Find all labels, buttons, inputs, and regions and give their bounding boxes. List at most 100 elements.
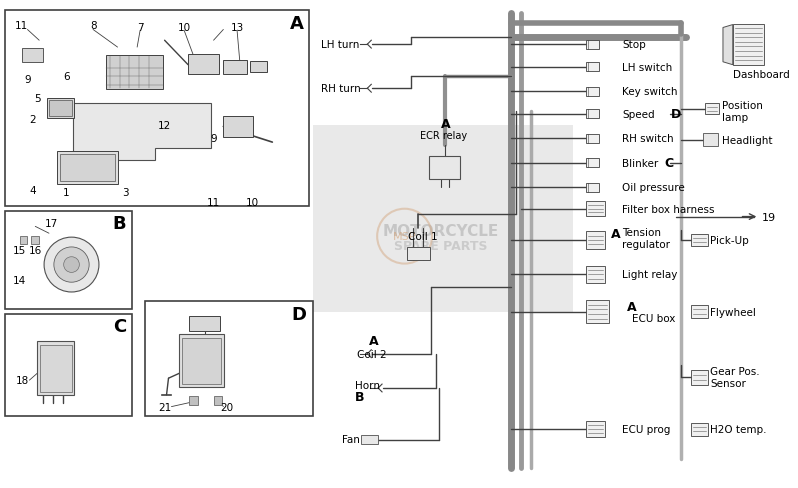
Bar <box>406 247 430 260</box>
Text: Key switch: Key switch <box>622 87 678 97</box>
Text: ECR relay: ECR relay <box>421 131 468 141</box>
Bar <box>586 183 598 192</box>
Bar <box>145 301 314 417</box>
Bar <box>49 101 73 117</box>
Bar <box>586 422 606 437</box>
Text: B: B <box>113 215 126 233</box>
Bar <box>180 334 224 387</box>
Circle shape <box>44 238 99 292</box>
Text: 9: 9 <box>24 75 31 85</box>
Text: H2O temp.: H2O temp. <box>710 424 767 434</box>
Text: A: A <box>627 301 637 314</box>
Bar <box>223 117 253 138</box>
Bar <box>40 345 72 392</box>
Text: 15: 15 <box>13 245 26 255</box>
Bar <box>214 396 223 405</box>
Text: A: A <box>290 15 304 33</box>
Bar <box>20 237 27 244</box>
Text: D: D <box>291 305 306 323</box>
Bar <box>31 237 39 244</box>
Text: 12: 12 <box>158 121 172 131</box>
Bar <box>60 155 115 182</box>
Bar <box>703 134 718 147</box>
Text: Light relay: Light relay <box>622 270 678 280</box>
Text: 8: 8 <box>89 20 97 30</box>
Text: 6: 6 <box>63 72 70 82</box>
Text: Blinker: Blinker <box>622 158 658 168</box>
Bar <box>189 316 220 331</box>
Text: 14: 14 <box>13 276 26 285</box>
Text: C: C <box>665 157 674 170</box>
Text: Horn: Horn <box>355 380 380 390</box>
Polygon shape <box>73 104 211 161</box>
Text: Pick-Up: Pick-Up <box>710 236 749 245</box>
Bar <box>250 61 267 72</box>
Text: Filter box harness: Filter box harness <box>622 204 714 214</box>
Circle shape <box>54 247 89 283</box>
Text: LH switch: LH switch <box>622 62 673 73</box>
Text: 4: 4 <box>29 186 36 196</box>
Text: 1: 1 <box>63 188 70 198</box>
Bar <box>733 24 764 65</box>
Text: 10: 10 <box>246 198 259 207</box>
Text: Speed: Speed <box>622 109 654 120</box>
Text: 11: 11 <box>15 20 28 30</box>
Text: MOTORCYCLE: MOTORCYCLE <box>383 224 499 238</box>
Bar <box>361 435 378 444</box>
Text: 18: 18 <box>16 375 30 386</box>
Bar <box>586 110 598 119</box>
Text: Position
lamp: Position lamp <box>722 101 763 122</box>
Text: 13: 13 <box>231 23 243 33</box>
Bar <box>586 87 598 96</box>
Text: 17: 17 <box>45 219 58 229</box>
Text: 20: 20 <box>221 402 234 412</box>
Text: RH turn: RH turn <box>322 84 361 94</box>
Bar <box>586 41 598 49</box>
Text: 16: 16 <box>29 245 41 255</box>
Text: Dashboard: Dashboard <box>733 69 789 80</box>
Text: 7: 7 <box>136 22 144 32</box>
Text: 21: 21 <box>158 402 172 412</box>
Text: Gear Pos.
Sensor: Gear Pos. Sensor <box>710 366 760 388</box>
Polygon shape <box>723 25 733 65</box>
Bar <box>586 300 610 324</box>
Text: Tension
regulator: Tension regulator <box>622 228 670 249</box>
Bar <box>690 370 709 385</box>
Text: 9: 9 <box>210 134 217 144</box>
Text: LH turn: LH turn <box>322 40 360 50</box>
Text: Flywheel: Flywheel <box>710 307 757 317</box>
Text: Stop: Stop <box>622 40 646 50</box>
Bar <box>182 338 221 384</box>
Text: C: C <box>113 318 126 336</box>
Bar <box>188 55 219 74</box>
Text: Headlight: Headlight <box>722 136 772 146</box>
Bar <box>57 152 117 185</box>
Bar <box>705 104 719 115</box>
Bar <box>586 202 606 217</box>
Bar <box>38 341 74 395</box>
Text: Fan: Fan <box>342 434 360 444</box>
Text: D: D <box>671 108 681 121</box>
Circle shape <box>64 257 79 273</box>
Bar <box>586 159 598 168</box>
Text: A: A <box>369 335 379 348</box>
Text: 10: 10 <box>178 23 191 33</box>
Bar <box>690 423 709 436</box>
Text: 3: 3 <box>122 188 128 198</box>
Text: RH switch: RH switch <box>622 134 674 144</box>
Text: 19: 19 <box>762 212 776 222</box>
Bar <box>314 126 573 312</box>
Text: SPARE PARTS: SPARE PARTS <box>394 240 488 253</box>
Bar <box>429 157 460 180</box>
Bar <box>586 135 598 143</box>
Text: Coil 2: Coil 2 <box>358 349 387 359</box>
Bar <box>106 56 163 90</box>
Text: ECU prog: ECU prog <box>622 424 670 434</box>
Bar <box>47 99 74 119</box>
Text: 5: 5 <box>34 94 41 104</box>
Bar <box>5 11 309 206</box>
Text: MSP: MSP <box>393 232 417 242</box>
Bar <box>586 63 598 72</box>
Bar <box>690 234 709 247</box>
Bar <box>189 396 198 405</box>
